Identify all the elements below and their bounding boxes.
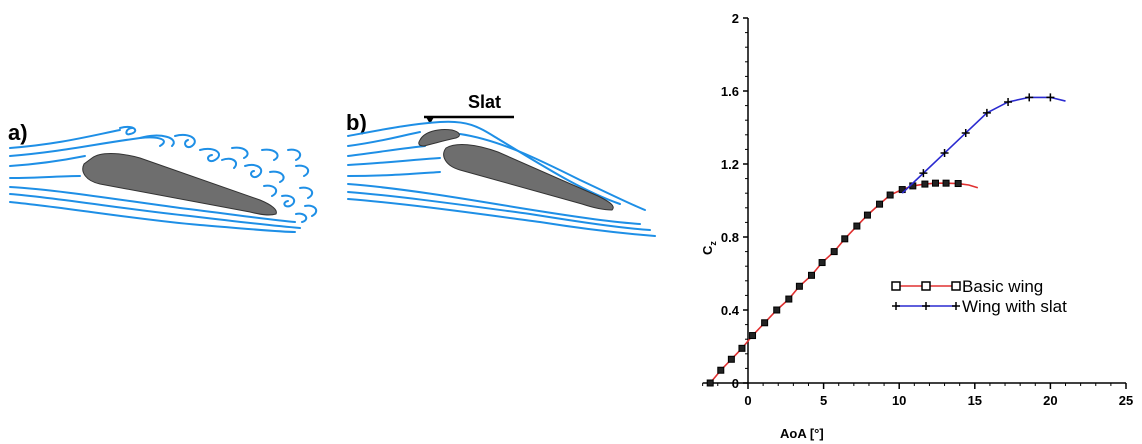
legend-basic-wing-marker bbox=[951, 281, 961, 291]
panel-b-flow-lines bbox=[347, 120, 656, 237]
data-point bbox=[1025, 93, 1034, 102]
data-point bbox=[727, 355, 735, 363]
y-axis-label: Cz bbox=[700, 241, 718, 255]
x-tick-label: 25 bbox=[1119, 393, 1133, 408]
data-point bbox=[931, 179, 939, 187]
data-point bbox=[954, 180, 962, 188]
slat-label: Slat bbox=[468, 92, 501, 112]
x-tick-label: 20 bbox=[1043, 393, 1057, 408]
data-point bbox=[876, 200, 884, 208]
series-line bbox=[709, 182, 979, 384]
data-point bbox=[1046, 93, 1055, 102]
data-point bbox=[886, 191, 894, 199]
data-point bbox=[940, 149, 949, 158]
data-point bbox=[961, 128, 970, 137]
slat-airfoil bbox=[418, 129, 460, 147]
panel-b: b) Slat bbox=[346, 92, 656, 237]
data-point bbox=[749, 332, 757, 340]
y-tick-label: 0.4 bbox=[721, 303, 740, 318]
data-point bbox=[942, 179, 950, 187]
y-tick-label: 1.6 bbox=[721, 84, 739, 99]
series-basic-wing bbox=[706, 179, 979, 387]
panel-a: a) bbox=[8, 120, 318, 233]
panel-a-airfoil bbox=[82, 153, 277, 216]
data-point bbox=[1004, 97, 1013, 106]
legend-slat-marker bbox=[892, 302, 900, 310]
legend: Basic wing Wing with slat bbox=[891, 277, 1067, 316]
series-line bbox=[901, 96, 1066, 194]
data-point bbox=[738, 344, 746, 352]
legend-item-basic-wing: Basic wing bbox=[891, 277, 1043, 296]
x-tick-label: 10 bbox=[892, 393, 906, 408]
data-point bbox=[863, 211, 871, 219]
legend-slat-marker bbox=[952, 302, 960, 310]
data-point bbox=[830, 248, 838, 256]
panel-a-label: a) bbox=[8, 120, 28, 145]
y-axis-label-text: Cz bbox=[700, 241, 718, 255]
data-point bbox=[717, 366, 725, 374]
slat-pointer-arrow bbox=[426, 117, 434, 124]
data-point bbox=[982, 108, 991, 117]
chart: 0 0.4 0.8 1.2 1.6 2 0 5 10 15 20 25 AoA [°] Cz Bas… bbox=[700, 11, 1133, 441]
panel-b-label: b) bbox=[346, 110, 367, 135]
data-point bbox=[841, 235, 849, 243]
legend-basic-wing-label: Basic wing bbox=[962, 277, 1043, 296]
legend-basic-wing-marker bbox=[921, 281, 931, 291]
legend-wing-with-slat-label: Wing with slat bbox=[962, 297, 1067, 316]
data-point bbox=[919, 169, 928, 178]
data-point bbox=[706, 379, 714, 387]
x-axis-label: AoA [°] bbox=[780, 426, 824, 441]
data-point bbox=[761, 319, 769, 327]
series-wing-with-slat bbox=[901, 93, 1066, 194]
panel-a-flow-lines bbox=[9, 125, 318, 233]
y-tick-label: 1.2 bbox=[721, 157, 739, 172]
y-axis-ticks: 00.40.81.21.62 bbox=[721, 11, 748, 391]
data-point bbox=[808, 271, 816, 279]
data-point bbox=[795, 282, 803, 290]
data-point bbox=[818, 259, 826, 267]
data-point bbox=[921, 180, 929, 188]
x-tick-label: 5 bbox=[820, 393, 827, 408]
panel-b-airfoil bbox=[443, 144, 614, 211]
x-tick-label: 15 bbox=[968, 393, 982, 408]
y-tick-label: 0.8 bbox=[721, 230, 739, 245]
x-axis-ticks: 0 5 10 15 20 25 bbox=[702, 383, 1133, 408]
legend-basic-wing-marker bbox=[891, 281, 901, 291]
series-layer bbox=[706, 93, 1066, 387]
legend-slat-marker bbox=[922, 302, 930, 310]
y-axis-label-subscript: z bbox=[708, 241, 718, 246]
y-axis-label-main: C bbox=[700, 245, 715, 255]
y-tick-label: 2 bbox=[732, 11, 739, 26]
data-point bbox=[785, 295, 793, 303]
data-point bbox=[773, 306, 781, 314]
data-point bbox=[853, 222, 861, 230]
legend-item-wing-with-slat: Wing with slat bbox=[892, 297, 1067, 316]
x-tick-label: 0 bbox=[744, 393, 751, 408]
